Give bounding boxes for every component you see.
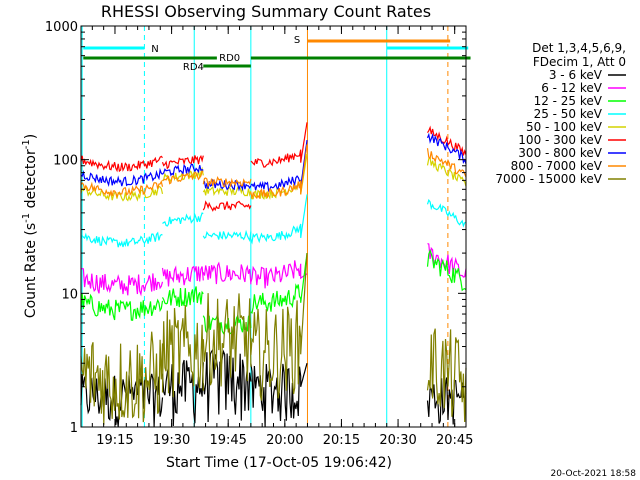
series-line (426, 377, 467, 425)
axes-layer: 1 10 100 1000 19:15 19:30 19:45 20:00 20:15 20:30… (45, 20, 474, 448)
y-axis-label: Count Rate (s-1 detector-1) (21, 134, 39, 318)
series-line (80, 194, 308, 248)
y-tick-label: 1000 (45, 20, 78, 35)
legend-header-line-1: Det 1,3,4,5,6,9, (532, 41, 626, 55)
legend-entry-label: 300 - 800 keV (518, 146, 602, 160)
x-tick-label: 19:30 (153, 433, 190, 448)
x-tick-label: 20:45 (436, 433, 473, 448)
x-tick-label: 20:00 (266, 433, 303, 448)
series-line (80, 253, 308, 425)
series-line (80, 253, 308, 335)
x-tick-label: 19:45 (209, 433, 246, 448)
saa-flag-label: S (294, 35, 300, 46)
series-line (426, 249, 467, 292)
series-line (426, 125, 467, 156)
legend-entry-label: 3 - 6 keV (549, 68, 603, 82)
data-layer: N S RD0 RD4 (80, 26, 471, 427)
y-tick-label: 1 (70, 421, 78, 436)
series-line (426, 198, 467, 228)
chart-title: RHESSI Observing Summary Count Rates (101, 2, 431, 21)
series-line (80, 122, 308, 212)
legend-entry-label: 7000 - 15000 keV (495, 172, 602, 186)
series-line (80, 154, 308, 202)
legend-entry-label: 800 - 7000 keV (511, 159, 603, 173)
rd0-flag-label: RD0 (219, 53, 240, 64)
x-tick-label: 20:30 (379, 433, 416, 448)
legend-entry-label: 25 - 50 keV (534, 107, 603, 121)
generation-timestamp: 20-Oct-2021 18:58 (551, 469, 637, 479)
y-tick-label: 10 (61, 287, 78, 302)
series-line (426, 328, 467, 423)
x-axis-label: Start Time (17-Oct-05 19:06:42) (166, 455, 392, 471)
legend-entry-label: 50 - 100 keV (526, 120, 603, 134)
rd4-flag-label: RD4 (183, 62, 204, 73)
series-line (80, 260, 308, 297)
y-tick-label: 100 (53, 154, 78, 169)
series-line (80, 144, 308, 200)
legend-header-line-2: FDecim 1, Att 0 (533, 55, 626, 69)
series-line (426, 148, 467, 178)
series-line (426, 156, 467, 187)
x-tick-label: 19:15 (96, 433, 133, 448)
legend-entry-label: 12 - 25 keV (534, 94, 603, 108)
x-tick-label: 20:15 (323, 433, 360, 448)
night-flag-label: N (151, 44, 158, 55)
legend-entry-label: 100 - 300 keV (518, 133, 602, 147)
legend: Det 1,3,4,5,6,9, FDecim 1, Att 0 3 - 6 k… (495, 41, 626, 186)
legend-entry-label: 6 - 12 keV (541, 81, 603, 95)
